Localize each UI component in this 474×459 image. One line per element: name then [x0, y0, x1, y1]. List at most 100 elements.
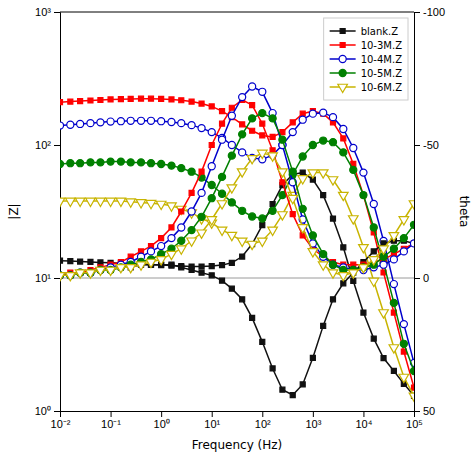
marker	[350, 144, 357, 151]
marker	[250, 103, 255, 108]
marker	[338, 273, 348, 281]
marker	[136, 200, 146, 208]
marker	[179, 209, 184, 214]
marker	[75, 198, 85, 206]
tick: 10⁴	[355, 411, 372, 430]
marker	[278, 169, 288, 177]
marker	[320, 109, 327, 116]
marker	[97, 159, 104, 166]
y2-axis-line	[415, 13, 421, 412]
marker	[228, 112, 235, 119]
marker	[328, 177, 338, 185]
marker	[199, 169, 204, 174]
marker	[330, 297, 335, 302]
marker	[247, 156, 257, 164]
marker	[217, 227, 227, 235]
tick-mark	[414, 12, 420, 13]
y-axis-title: |Z|	[7, 203, 21, 219]
marker	[381, 241, 386, 246]
tick: -100	[414, 6, 445, 18]
marker	[86, 198, 96, 206]
marker	[66, 198, 76, 206]
y2-axis: -100-50050	[414, 6, 445, 417]
marker	[270, 366, 275, 371]
tick-mark	[262, 411, 263, 417]
marker	[299, 153, 306, 160]
marker	[270, 134, 275, 139]
marker	[249, 83, 256, 90]
series-line	[60, 113, 414, 275]
marker	[257, 238, 267, 246]
marker	[239, 94, 246, 101]
marker	[341, 245, 346, 250]
marker	[329, 139, 336, 146]
tick-mark	[161, 411, 162, 417]
marker	[270, 202, 275, 207]
marker	[220, 263, 225, 268]
marker	[390, 245, 397, 252]
marker	[288, 195, 298, 203]
marker	[188, 208, 195, 215]
marker	[290, 120, 295, 125]
marker	[389, 345, 399, 353]
marker	[348, 270, 358, 278]
x-axis-line	[61, 412, 415, 418]
marker	[60, 122, 64, 129]
marker	[169, 262, 174, 267]
marker	[66, 273, 76, 281]
legend-label: blank.Z	[361, 26, 399, 37]
marker	[400, 340, 407, 347]
marker	[240, 254, 245, 259]
marker	[229, 286, 234, 291]
marker	[228, 199, 235, 206]
marker	[239, 149, 246, 156]
marker	[176, 246, 186, 254]
marker	[379, 246, 389, 254]
marker	[88, 98, 93, 103]
marker	[409, 393, 414, 401]
marker	[218, 173, 225, 180]
legend-label: 10-3M.Z	[361, 40, 403, 51]
marker	[126, 199, 136, 207]
series-line	[60, 153, 414, 275]
series	[60, 97, 414, 278]
series	[60, 238, 414, 397]
marker	[412, 385, 415, 390]
marker	[229, 105, 234, 110]
tick-label: 10⁻¹	[101, 418, 121, 430]
marker	[240, 297, 245, 302]
marker	[280, 387, 285, 392]
marker	[78, 99, 83, 104]
series	[60, 83, 414, 279]
tick-label: 10⁰	[154, 418, 170, 430]
marker	[249, 213, 256, 220]
tick: 10¹	[35, 272, 60, 284]
marker	[198, 213, 205, 220]
series-line	[60, 113, 414, 363]
marker	[329, 261, 336, 268]
marker	[369, 278, 379, 286]
marker	[169, 225, 174, 230]
marker	[309, 232, 316, 239]
marker	[299, 205, 306, 212]
marker	[370, 200, 377, 207]
marker	[88, 259, 93, 264]
tick: 10²	[35, 139, 60, 151]
tick-label: 0	[423, 272, 429, 284]
marker	[229, 260, 234, 265]
marker	[278, 212, 288, 220]
tick-label: -50	[423, 139, 439, 151]
series	[60, 110, 414, 279]
marker	[237, 169, 247, 177]
marker	[389, 233, 399, 241]
marker	[107, 118, 114, 125]
tick-label: 10³	[305, 418, 321, 430]
tick-mark	[54, 145, 60, 146]
marker	[409, 201, 414, 209]
marker	[220, 109, 225, 114]
tick-label: 10¹	[204, 418, 220, 430]
marker	[399, 374, 409, 382]
marker	[60, 273, 65, 281]
tick-label: 10⁰	[35, 405, 51, 417]
marker	[269, 207, 276, 214]
